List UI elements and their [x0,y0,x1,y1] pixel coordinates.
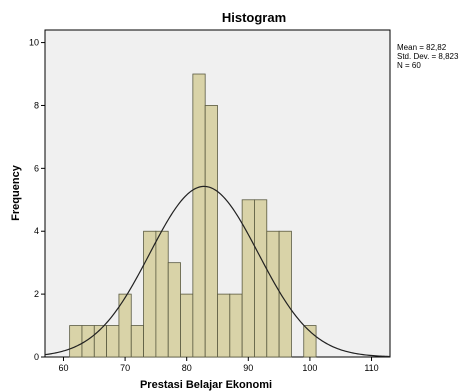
histogram-bar [266,230,280,358]
x-tick-label: 80 [182,363,192,373]
histogram-bar [155,230,169,358]
stat-mean: Mean = 82,82 [397,43,447,52]
histogram-bar [106,325,120,358]
y-tick-label: 8 [34,100,39,110]
x-axis: 60 70 80 90 100 110 [58,357,379,373]
histogram-bar [93,325,108,358]
histogram-bar [192,73,206,358]
y-tick-label: 10 [29,38,39,48]
histogram-bar [204,105,218,358]
x-tick-label: 60 [58,363,68,373]
x-tick-label: 90 [243,363,253,373]
y-axis: 0 2 4 6 8 10 [29,38,45,362]
histogram-bar [69,325,83,358]
histogram-bar [217,293,231,358]
y-tick-label: 2 [34,289,39,299]
histogram-bar [143,230,157,358]
y-tick-label: 0 [34,352,39,362]
histogram-bar [81,325,95,358]
chart-title: Histogram [222,10,286,25]
normal-curve [44,185,391,358]
histogram-bar [229,293,243,358]
y-axis-label: Frequency [10,164,22,221]
x-tick-label: 100 [302,363,317,373]
histogram-bar [303,325,317,358]
y-tick-label: 6 [34,163,39,173]
histogram-bar [254,199,268,358]
y-tick-label: 4 [34,226,39,236]
x-tick-label: 110 [364,363,378,373]
histogram-bar [167,262,181,358]
statistics-box: Mean = 82,82 Std. Dev. = 8,823 N = 60 [397,43,459,70]
stat-std-dev: Std. Dev. = 8,823 [397,52,459,61]
stat-n: N = 60 [397,61,421,70]
x-axis-label: Prestasi Belajar Ekonomi [140,379,272,391]
histogram-bar [278,230,292,358]
x-tick-label: 70 [120,363,130,373]
histogram-bar [130,325,144,358]
histogram-bar [180,293,194,358]
histogram-bars [69,73,317,358]
histogram-bar [241,199,255,358]
